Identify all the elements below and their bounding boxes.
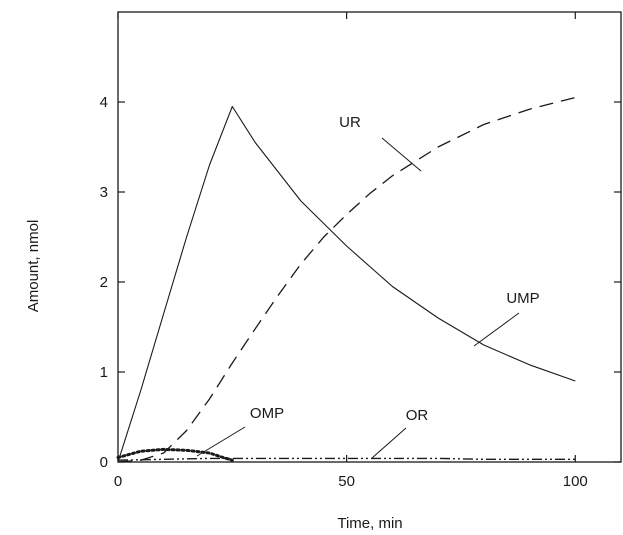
series-label-or: OR — [406, 407, 429, 424]
leader-line-or — [371, 427, 407, 459]
axis-ticks — [117, 12, 621, 463]
y-axis-label: Amount, nmol — [25, 220, 42, 313]
leader-line-ur — [381, 137, 422, 172]
x-tick-label: 0 — [114, 473, 122, 490]
series-line-omp — [116, 447, 234, 462]
series-annotations: UR UMP OMP OR — [250, 114, 540, 424]
y-tick-label: 0 — [100, 454, 108, 471]
series-line-or — [117, 457, 576, 461]
series-label-ump: UMP — [506, 290, 539, 307]
leader-line-ump — [473, 312, 520, 347]
x-tick-label: 100 — [563, 473, 588, 490]
series-layer — [116, 96, 576, 463]
series-label-ur: UR — [339, 114, 361, 131]
x-axis-label: Time, min — [337, 515, 402, 532]
y-tick-label: 4 — [100, 94, 108, 111]
series-label-omp: OMP — [250, 405, 284, 422]
series-line-ump — [117, 105, 576, 463]
series-line-ur — [117, 96, 576, 463]
y-tick-label: 3 — [100, 184, 108, 201]
annotation-leaders — [196, 137, 520, 459]
y-tick-label: 2 — [100, 274, 108, 291]
leader-line-omp — [196, 426, 246, 457]
y-tick-label: 1 — [100, 364, 108, 381]
tick-labels: 0 50 100 0 1 2 3 4 — [100, 94, 588, 490]
x-tick-label: 50 — [338, 473, 355, 490]
plot-border — [117, 11, 622, 463]
plot-frame — [117, 11, 622, 463]
